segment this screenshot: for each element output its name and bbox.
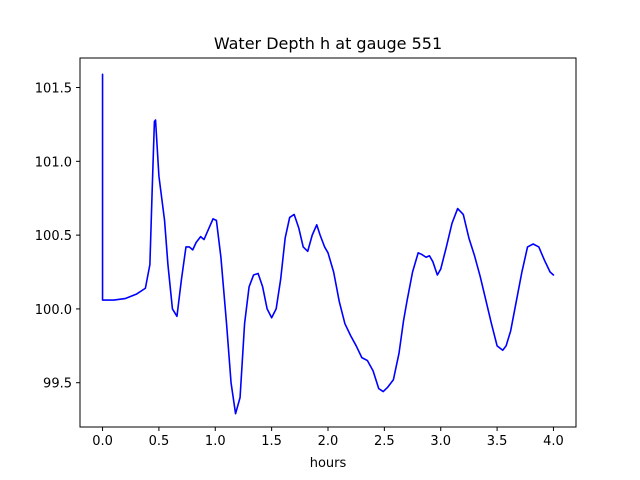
x-tick-label: 3.5 (487, 434, 508, 449)
y-tick-label: 101.0 (35, 155, 72, 170)
x-axis-ticks: 0.0 0.5 1.0 1.5 2.0 2.5 3.0 3.5 4.0 (92, 427, 564, 449)
x-axis-label: hours (310, 456, 347, 471)
x-tick-label: 0.5 (149, 434, 170, 449)
x-tick-label: 3.0 (430, 434, 451, 449)
plot-layer (101, 73, 555, 415)
series-line-0 (101, 73, 555, 415)
y-tick-label: 100.0 (35, 303, 72, 318)
chart-title: Water Depth h at gauge 551 (214, 34, 442, 53)
y-tick-label: 100.5 (35, 229, 72, 244)
x-tick-label: 1.0 (205, 434, 226, 449)
x-tick-label: 2.5 (374, 434, 395, 449)
x-tick-label: 1.5 (261, 434, 282, 449)
x-tick-label: 0.0 (92, 434, 113, 449)
x-tick-label: 2.0 (318, 434, 339, 449)
y-tick-label: 101.5 (35, 82, 72, 97)
x-tick-label: 4.0 (543, 434, 564, 449)
y-axis-ticks: 99.5 100.0 100.5 101.0 101.5 (35, 82, 80, 392)
y-tick-label: 99.5 (43, 377, 72, 392)
plot-frame (79, 57, 577, 428)
